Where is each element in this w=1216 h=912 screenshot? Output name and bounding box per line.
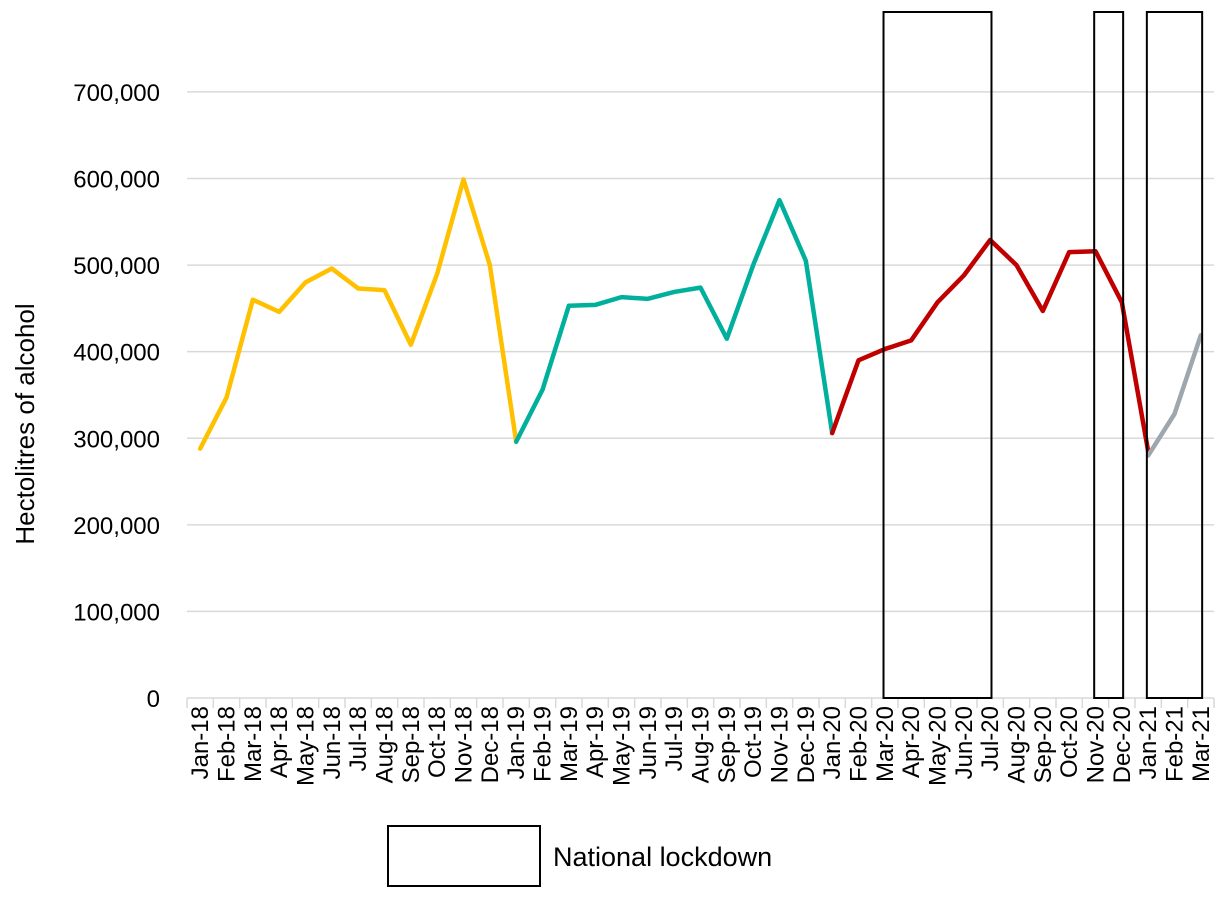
x-tick-label: Jan-18 bbox=[187, 706, 214, 779]
x-tick-label: Dec-18 bbox=[477, 706, 504, 783]
x-tick-label: Oct-20 bbox=[1056, 706, 1083, 778]
x-tick-label: Jan-19 bbox=[503, 706, 530, 779]
x-tick-label: Jul-20 bbox=[977, 706, 1004, 771]
x-tick-label: Apr-19 bbox=[582, 706, 609, 778]
lockdown-box bbox=[1145, 11, 1204, 699]
gridlines bbox=[187, 91, 1214, 613]
y-tick-label: 200,000 bbox=[73, 513, 160, 540]
x-tick-label: Nov-18 bbox=[451, 706, 478, 783]
y-tick-label: 500,000 bbox=[73, 253, 160, 280]
series-lines bbox=[197, 177, 1204, 458]
x-tick-label: Aug-18 bbox=[372, 706, 399, 783]
x-tick-label: Feb-21 bbox=[1162, 706, 1189, 782]
x-tick-label: Jun-19 bbox=[635, 706, 662, 779]
x-tick-label: Sep-18 bbox=[398, 706, 425, 783]
x-axis bbox=[186, 697, 1215, 708]
x-tick-label: Mar-21 bbox=[1188, 706, 1215, 782]
x-tick-label: Dec-20 bbox=[1109, 706, 1136, 783]
legend: National lockdown bbox=[387, 825, 772, 887]
x-tick-label: May-18 bbox=[293, 706, 320, 786]
lockdown-box bbox=[1093, 11, 1125, 699]
x-tick-label: Oct-19 bbox=[740, 706, 767, 778]
y-tick-label: 600,000 bbox=[73, 167, 160, 194]
y-tick-label: 400,000 bbox=[73, 340, 160, 367]
x-tick-label: Jan-21 bbox=[1135, 706, 1162, 779]
y-tick-label: 100,000 bbox=[73, 599, 160, 626]
legend-label-lockdown: National lockdown bbox=[553, 842, 772, 872]
x-tick-label: Sep-19 bbox=[714, 706, 741, 783]
x-tick-label: Oct-18 bbox=[424, 706, 451, 778]
series-line-1 bbox=[197, 177, 519, 451]
x-tick-label: Jan-20 bbox=[819, 706, 846, 779]
x-tick-label: Mar-18 bbox=[240, 706, 267, 782]
x-tick-label: Feb-19 bbox=[530, 706, 557, 782]
x-tick-label: Aug-19 bbox=[688, 706, 715, 783]
x-tick-label: Jun-18 bbox=[319, 706, 346, 779]
x-axis-ticks: Jan-18 Feb-18 Mar-18 Apr-18 May-18 Jun-18 Jul-… bbox=[187, 706, 1215, 786]
y-axis-ticks: 0 100,000 200,000 300,000 400,000 500,000 600,… bbox=[73, 80, 160, 713]
x-tick-label: May-19 bbox=[609, 706, 636, 786]
x-tick-label: Mar-20 bbox=[872, 706, 899, 782]
series-line-3 bbox=[829, 237, 1151, 454]
x-tick-label: Nov-20 bbox=[1083, 706, 1110, 783]
y-axis-title: Hectolitres of alcohol bbox=[10, 303, 40, 544]
x-tick-label: Jun-20 bbox=[951, 706, 978, 779]
series-line-4 bbox=[1145, 332, 1204, 458]
x-tick-label: Feb-18 bbox=[214, 706, 241, 782]
legend-swatch-lockdown bbox=[387, 825, 541, 887]
x-tick-label: Mar-19 bbox=[556, 706, 583, 782]
lockdown-boxes bbox=[882, 11, 1204, 699]
lockdown-box bbox=[882, 11, 993, 699]
x-tick-label: Feb-20 bbox=[846, 706, 873, 782]
x-tick-label: Jul-19 bbox=[661, 706, 688, 771]
y-tick-label: 700,000 bbox=[73, 80, 160, 107]
x-tick-label: Nov-19 bbox=[767, 706, 794, 783]
x-tick-label: May-20 bbox=[925, 706, 952, 786]
x-tick-label: Dec-19 bbox=[793, 706, 820, 783]
x-tick-label: Apr-20 bbox=[898, 706, 925, 778]
y-tick-label: 300,000 bbox=[73, 426, 160, 453]
x-tick-label: Jul-18 bbox=[345, 706, 372, 771]
x-tick-label: Sep-20 bbox=[1030, 706, 1057, 783]
y-tick-label: 0 bbox=[147, 686, 160, 713]
x-tick-label: Aug-20 bbox=[1004, 706, 1031, 783]
x-tick-label: Apr-18 bbox=[266, 706, 293, 778]
series-line-2 bbox=[513, 197, 835, 444]
